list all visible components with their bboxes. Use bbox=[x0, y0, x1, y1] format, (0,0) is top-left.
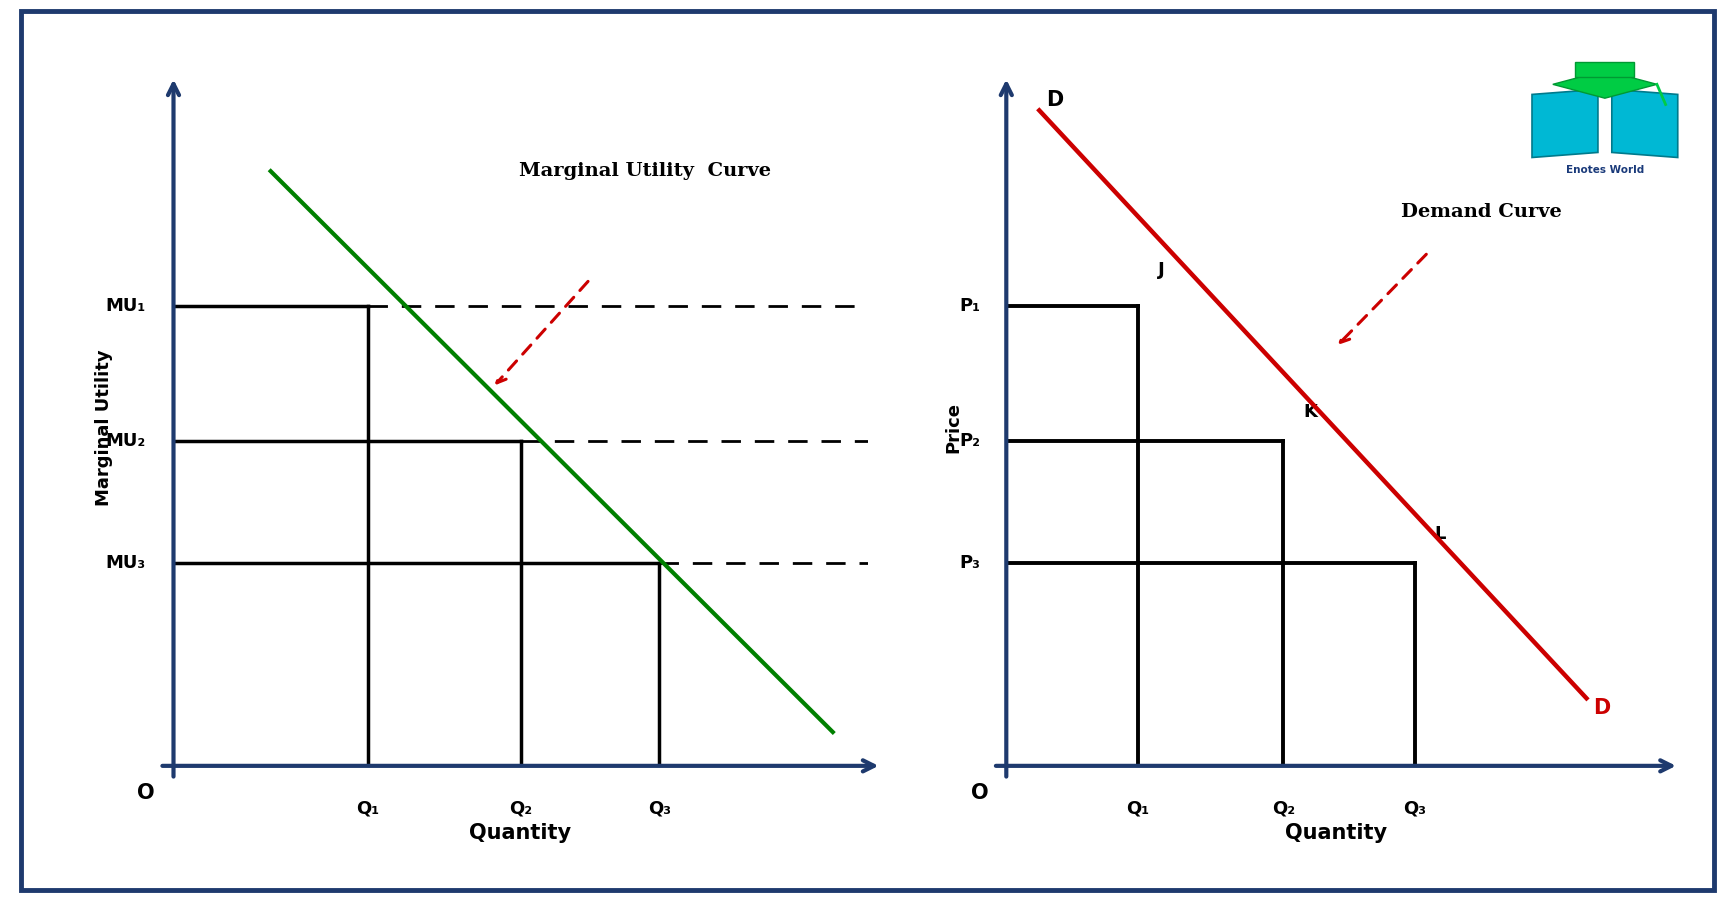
Text: Enotes World: Enotes World bbox=[1565, 165, 1645, 175]
Text: Demand Curve: Demand Curve bbox=[1400, 203, 1562, 221]
Text: P₂: P₂ bbox=[959, 432, 980, 450]
Text: Q₃: Q₃ bbox=[1404, 800, 1426, 817]
Text: Price: Price bbox=[944, 403, 963, 453]
Text: P₁: P₁ bbox=[959, 297, 980, 315]
Text: Quantity: Quantity bbox=[1286, 824, 1386, 843]
Text: Quantity: Quantity bbox=[470, 824, 571, 843]
Text: D: D bbox=[1046, 90, 1064, 111]
Text: Q₂: Q₂ bbox=[508, 800, 533, 817]
Text: MU₁: MU₁ bbox=[106, 297, 146, 315]
Bar bbox=[1575, 61, 1634, 77]
Text: P₃: P₃ bbox=[959, 554, 980, 572]
Text: Q₂: Q₂ bbox=[1272, 800, 1294, 817]
Text: Marginal Utility  Curve: Marginal Utility Curve bbox=[519, 162, 772, 180]
Text: O: O bbox=[137, 783, 154, 803]
Text: D: D bbox=[1593, 698, 1610, 718]
Text: Q₁: Q₁ bbox=[356, 800, 380, 817]
Polygon shape bbox=[1612, 89, 1678, 158]
Text: J: J bbox=[1157, 261, 1164, 279]
Text: L: L bbox=[1435, 525, 1447, 542]
Text: O: O bbox=[972, 783, 989, 803]
Polygon shape bbox=[1532, 89, 1598, 158]
Text: MU₂: MU₂ bbox=[106, 432, 146, 450]
Text: MU₃: MU₃ bbox=[106, 554, 146, 572]
Text: K: K bbox=[1303, 404, 1317, 421]
Text: Q₃: Q₃ bbox=[647, 800, 671, 817]
Text: Q₁: Q₁ bbox=[1126, 800, 1150, 817]
Text: Marginal Utility: Marginal Utility bbox=[95, 350, 113, 506]
Polygon shape bbox=[1553, 70, 1657, 98]
